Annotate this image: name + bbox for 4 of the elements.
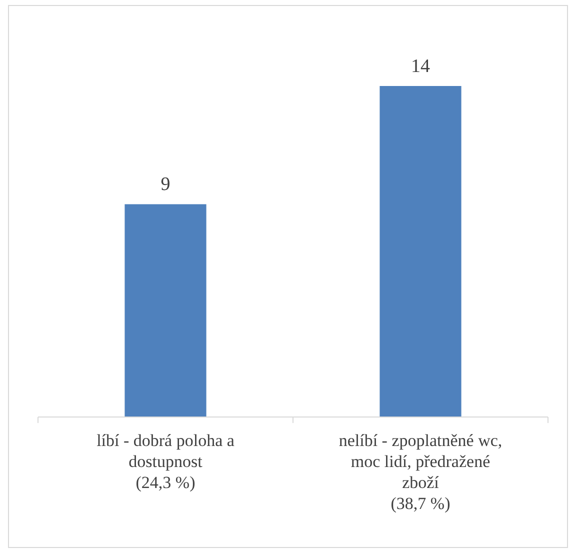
x-tick-label: nelíbí - zpoplatněné wc, moc lidí, předražené zboží (38,7 %) [338, 431, 502, 513]
x-tick-label: líbí - dobrá poloha a dostupnost (24,3 %) [96, 431, 235, 492]
data-label: 14 [411, 56, 430, 77]
data-label: 9 [160, 174, 170, 196]
